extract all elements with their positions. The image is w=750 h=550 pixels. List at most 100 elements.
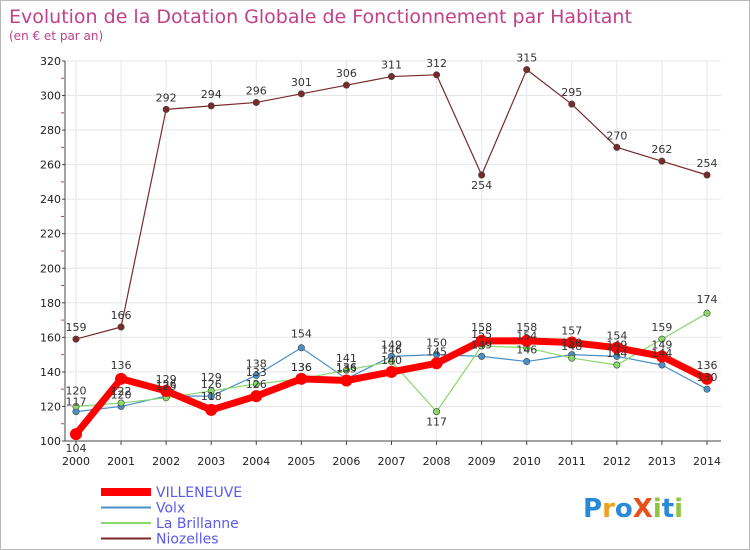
data-label-villeneuve: 157 <box>561 325 582 338</box>
y-tick-label: 140 <box>40 366 61 379</box>
data-label-volx: 136 <box>336 361 357 374</box>
data-label-niozelles: 262 <box>651 143 672 156</box>
data-label-la-brillanne: 155 <box>471 328 492 341</box>
data-label-villeneuve: 136 <box>697 359 718 372</box>
y-tick-label: 160 <box>40 331 61 344</box>
point-volx <box>252 371 260 379</box>
y-tick-label: 200 <box>40 262 61 275</box>
y-tick-label: 320 <box>40 55 61 68</box>
data-label-villeneuve: 104 <box>66 442 87 455</box>
point-niozelles <box>658 157 666 165</box>
point-villeneuve <box>340 374 353 387</box>
data-label-niozelles: 254 <box>471 179 492 192</box>
data-label-volx: 150 <box>561 337 582 350</box>
data-label-niozelles: 159 <box>66 321 87 334</box>
data-label-villeneuve: 145 <box>426 345 447 358</box>
x-tick-label: 2000 <box>62 455 90 468</box>
data-label-villeneuve: 136 <box>111 359 132 372</box>
point-la-brillanne <box>72 402 80 410</box>
data-label-villeneuve: 149 <box>651 338 672 351</box>
point-la-brillanne <box>613 361 621 369</box>
legend-label: La Brillanne <box>156 516 239 532</box>
axes <box>61 60 721 445</box>
point-villeneuve <box>160 384 173 397</box>
x-tick-label: 2007 <box>378 455 406 468</box>
x-tick-label: 2008 <box>423 455 451 468</box>
chart-subtitle: (en € et par an) <box>9 29 103 43</box>
x-tick-labels: 2000 2001 2002 2003 2004 2005 2006 2007 2008 2009… <box>62 455 721 468</box>
point-villeneuve <box>701 372 713 385</box>
data-label-volx: 130 <box>697 371 718 384</box>
data-label-niozelles: 292 <box>156 91 177 104</box>
data-label-volx: 149 <box>606 338 627 351</box>
data-label-volx: 149 <box>471 338 492 351</box>
data-label-volx: 126 <box>201 378 222 391</box>
point-la-brillanne <box>703 309 711 317</box>
data-label-niozelles: 311 <box>381 59 402 72</box>
x-tick-label: 2010 <box>513 455 541 468</box>
data-label-niozelles: 166 <box>111 309 132 322</box>
point-niozelles <box>613 143 621 151</box>
point-villeneuve <box>655 350 668 363</box>
y-tick-label: 100 <box>40 435 61 448</box>
y-tick-label: 280 <box>40 124 61 137</box>
point-villeneuve <box>250 390 263 403</box>
data-labels: 159 166 292 294 296 301 306 311 312 254 315 295 270 2… <box>66 52 718 455</box>
data-label-volx: 120 <box>111 388 132 401</box>
y-tick-label: 240 <box>40 193 61 206</box>
point-niozelles <box>433 71 441 79</box>
data-label-la-brillanne: 136 <box>291 361 312 374</box>
data-label-volx: 138 <box>246 357 267 370</box>
point-volx <box>703 385 711 393</box>
data-label-niozelles: 296 <box>246 84 267 97</box>
data-label-niozelles: 315 <box>516 52 537 65</box>
data-label-volx: 146 <box>516 344 537 357</box>
point-la-brillanne <box>433 408 441 416</box>
point-villeneuve <box>385 365 398 378</box>
point-niozelles <box>207 102 215 110</box>
data-label-niozelles: 295 <box>561 86 582 99</box>
legend-label: Niozelles <box>156 532 219 548</box>
data-label-niozelles: 312 <box>426 57 447 70</box>
y-tick-label: 220 <box>40 228 61 241</box>
logo-wordmark: ProXiti <box>583 494 683 524</box>
point-villeneuve <box>520 334 533 347</box>
point-niozelles <box>117 323 125 331</box>
point-la-brillanne <box>387 358 395 366</box>
data-label-villeneuve: 136 <box>291 361 312 374</box>
data-label-niozelles: 301 <box>291 76 312 89</box>
data-label-la-brillanne: 159 <box>651 321 672 334</box>
x-tick-label: 2002 <box>152 455 180 468</box>
point-niozelles <box>72 335 80 343</box>
x-tick-label: 2009 <box>468 455 496 468</box>
data-label-la-brillanne: 133 <box>246 366 267 379</box>
x-tick-label: 2004 <box>242 455 270 468</box>
legend-label: Volx <box>156 501 185 517</box>
data-label-niozelles: 306 <box>336 67 357 80</box>
data-label-villeneuve: 154 <box>606 330 627 343</box>
point-volx <box>523 358 531 366</box>
data-label-volx: 154 <box>291 328 312 341</box>
point-villeneuve <box>295 372 308 385</box>
point-la-brillanne <box>342 366 350 374</box>
data-label-villeneuve: 158 <box>471 321 492 334</box>
data-label-la-brillanne: 141 <box>336 352 357 365</box>
data-label-villeneuve: 118 <box>201 390 222 403</box>
x-tick-label: 2003 <box>197 455 225 468</box>
data-label-villeneuve: 126 <box>246 378 267 391</box>
point-la-brillanne <box>568 354 576 362</box>
data-label-volx: 117 <box>66 396 87 409</box>
point-villeneuve <box>70 428 82 441</box>
data-label-volx: 149 <box>381 338 402 351</box>
y-tick-labels: 100 120 140 160 180 200 220 240 260 280 300 320 <box>40 55 61 448</box>
data-label-la-brillanne: 129 <box>201 371 222 384</box>
point-niozelles <box>252 98 260 106</box>
data-label-villeneuve: 158 <box>516 321 537 334</box>
data-label-niozelles: 254 <box>697 157 718 170</box>
point-niozelles <box>162 105 170 113</box>
point-niozelles <box>478 171 486 179</box>
x-tick-label: 2005 <box>287 455 315 468</box>
point-la-brillanne <box>252 380 260 388</box>
proxiti-logo: ProXiti <box>583 494 683 524</box>
